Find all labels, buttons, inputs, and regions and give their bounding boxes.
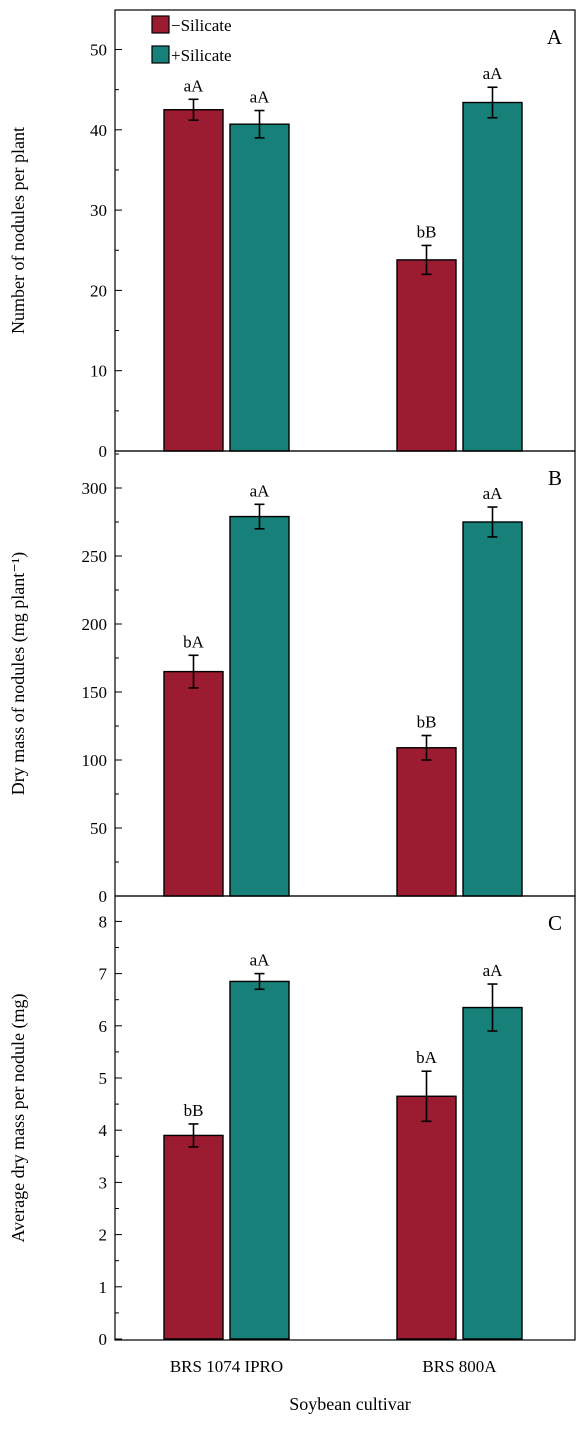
bar bbox=[163, 1134, 224, 1340]
y-tick-label: 4 bbox=[99, 1121, 108, 1140]
bar bbox=[396, 1095, 457, 1340]
bar bbox=[462, 101, 523, 452]
bar bbox=[229, 980, 290, 1340]
plot-frame bbox=[114, 895, 576, 1341]
y-tick-label: 300 bbox=[82, 479, 108, 498]
legend-label: +Silicate bbox=[171, 46, 232, 65]
y-tick-label: 1 bbox=[99, 1278, 108, 1297]
significance-label: bB bbox=[417, 222, 437, 241]
panel-letter: A bbox=[547, 25, 563, 49]
bar bbox=[462, 1006, 523, 1340]
y-tick-label: 2 bbox=[99, 1226, 108, 1245]
chart-panel-c: 0 1 2 3 4 5 6 7 8 Average dry mass per nodule (mg… bbox=[8, 895, 576, 1376]
y-tick-label: 5 bbox=[99, 1069, 108, 1088]
y-tick-label: 3 bbox=[99, 1173, 108, 1192]
y-tick-label: 20 bbox=[90, 281, 107, 300]
bar bbox=[462, 521, 523, 897]
bar bbox=[396, 259, 457, 452]
chart-panel-b: 0 50 100 150 200 250 300 Dry mass of nodules (m… bbox=[8, 450, 576, 906]
x-category-label: BRS 800A bbox=[422, 1357, 497, 1376]
y-axis-title: Number of nodules per plant bbox=[8, 127, 28, 334]
significance-label: aA bbox=[483, 961, 504, 980]
y-tick-label: 0 bbox=[99, 887, 108, 906]
y-tick-label: 7 bbox=[99, 965, 108, 984]
y-tick-label: 40 bbox=[90, 121, 107, 140]
y-axis-title: Average dry mass per nodule (mg) bbox=[8, 993, 29, 1242]
y-tick-label: 50 bbox=[90, 819, 107, 838]
significance-label: aA bbox=[250, 481, 271, 500]
legend-swatch bbox=[151, 15, 170, 34]
significance-label: aA bbox=[184, 76, 205, 95]
y-tick-label: 200 bbox=[82, 615, 108, 634]
y-tick-label: 10 bbox=[90, 362, 107, 381]
y-tick-label: 0 bbox=[99, 442, 108, 461]
chart-panel-a: 0 10 20 30 40 50 Number of nodules per plant Aa… bbox=[8, 9, 576, 461]
x-category-label: BRS 1074 IPRO bbox=[170, 1357, 283, 1376]
y-tick-label: 6 bbox=[99, 1017, 108, 1036]
y-tick-label: 150 bbox=[82, 683, 108, 702]
y-tick-label: 8 bbox=[99, 912, 108, 931]
legend-swatch bbox=[151, 45, 170, 64]
bar bbox=[229, 123, 290, 452]
bar bbox=[163, 109, 224, 452]
bar bbox=[229, 515, 290, 897]
bar bbox=[396, 747, 457, 897]
significance-label: bB bbox=[417, 713, 437, 732]
significance-label: aA bbox=[250, 88, 271, 107]
bar bbox=[163, 670, 224, 897]
y-tick-label: 0 bbox=[99, 1330, 108, 1349]
y-tick-label: 250 bbox=[82, 547, 108, 566]
panel-letter: C bbox=[548, 911, 562, 935]
significance-label: bA bbox=[416, 1048, 438, 1067]
y-tick-label: 30 bbox=[90, 201, 107, 220]
legend-label: −Silicate bbox=[171, 16, 232, 35]
y-tick-label: 50 bbox=[90, 41, 107, 60]
panel-letter: B bbox=[548, 466, 562, 490]
y-axis-title: Dry mass of nodules (mg plant⁻¹) bbox=[8, 552, 29, 795]
significance-label: bA bbox=[183, 632, 205, 651]
significance-label: bB bbox=[184, 1101, 204, 1120]
significance-label: aA bbox=[483, 64, 504, 83]
x-axis-title: Soybean cultivar bbox=[289, 1394, 410, 1414]
significance-label: aA bbox=[250, 951, 271, 970]
legend: −Silicate +Silicate bbox=[151, 15, 232, 65]
y-tick-label: 100 bbox=[82, 751, 108, 770]
significance-label: aA bbox=[483, 484, 504, 503]
